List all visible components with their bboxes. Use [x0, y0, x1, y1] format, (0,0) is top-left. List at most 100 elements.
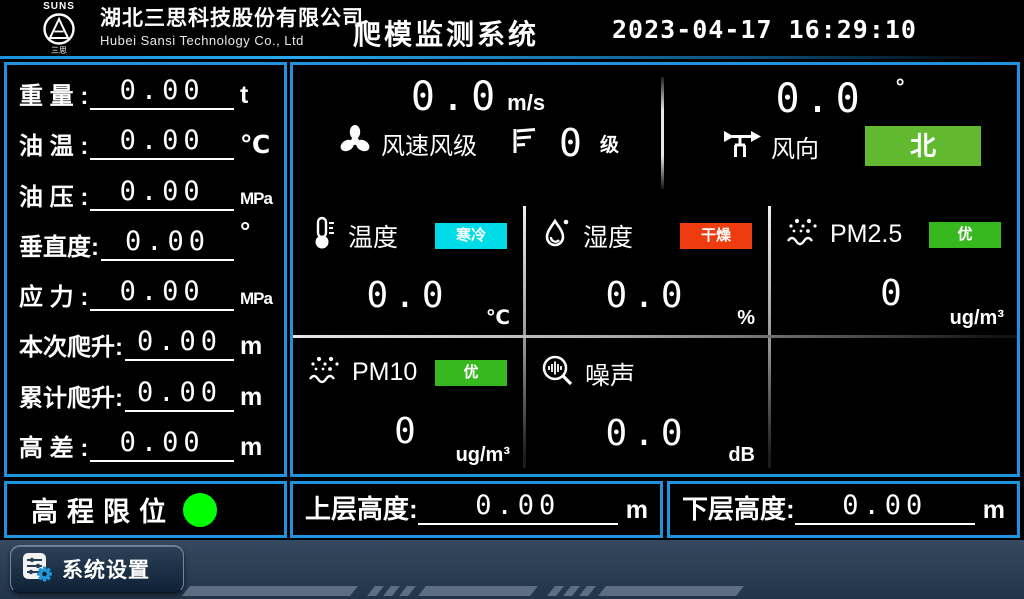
metric-unit: MPa: [240, 188, 273, 208]
upper-height-value: 0.00: [475, 490, 561, 521]
wind-level-value: 0: [559, 121, 584, 165]
metric-value: 0.00: [119, 75, 205, 106]
wind-group-label: 风速风级: [381, 132, 478, 160]
elevation-limit-box: 高程限位: [4, 481, 287, 538]
thermometer-icon: [307, 215, 339, 256]
dust-particles-icon: [785, 215, 821, 254]
wind-direction-value: 0.0: [775, 76, 866, 122]
sensor-label: 噪声: [585, 361, 636, 390]
metric-label: 垂直度:: [19, 233, 99, 261]
metric-unit: m: [240, 432, 263, 461]
status-badge: 寒冷: [435, 222, 507, 249]
wind-level-icon: [511, 126, 537, 161]
settings-button-label: 系统设置: [62, 559, 150, 582]
metric-value: 0.00: [119, 276, 205, 308]
sensor-cell-empty: [771, 338, 1017, 472]
wind-level-unit: 级: [599, 134, 619, 156]
metric-value: 0.00: [124, 225, 211, 257]
status-badge: 优: [435, 359, 507, 386]
sensor-cell-noise: 噪声 0.0 dB: [526, 338, 768, 472]
metric-value: 0.00: [119, 426, 205, 458]
status-badge: 优: [929, 221, 1001, 248]
lower-height-box: 下层高度: 0.00 m: [667, 481, 1020, 538]
sensor-value: 0.0: [366, 275, 450, 316]
metric-unit: m: [240, 332, 263, 361]
settings-gear-icon: [21, 551, 53, 588]
metric-unit: ℃: [240, 131, 271, 160]
lower-height-unit: m: [982, 496, 1005, 524]
header: SUNS 三思 湖北三思科技股份有限公司 Hubei Sansi Technol…: [0, 0, 1024, 59]
metric-unit: °: [240, 215, 251, 246]
metric-label: 油 温 :: [19, 133, 89, 161]
dust-particles-icon: [307, 353, 343, 392]
company-block: 湖北三思科技股份有限公司 Hubei Sansi Technology Co.,…: [100, 6, 364, 48]
sensor-value: 0.0: [605, 275, 689, 316]
sensor-cell-humidity: 湿度 干燥 0.0 %: [526, 200, 768, 335]
metric-label: 高 差 :: [19, 434, 89, 462]
footer-bar: 系统设置: [0, 540, 1024, 599]
sensor-unit: ℃: [485, 307, 510, 329]
metric-label: 累计爬升:: [19, 384, 123, 412]
metric-row-oil-pressure: 油 压 : 0.00 MPa: [7, 170, 284, 219]
metric-label: 本次爬升:: [19, 334, 123, 362]
sensor-label: 湿度: [583, 223, 634, 252]
sensor-unit: ug/m³: [455, 444, 510, 466]
metric-unit: t: [240, 81, 249, 109]
elevation-limit-status-light: [183, 492, 217, 527]
company-name-cn: 湖北三思科技股份有限公司: [100, 7, 364, 30]
logo-sub-text: 三思: [51, 46, 67, 55]
sensor-unit: ug/m³: [949, 307, 1004, 329]
metrics-panel: 重 量 : 0.00 t 油 温 : 0.00 ℃ 油 压 : 0.00 MPa…: [4, 62, 287, 477]
noise-meter-icon: [540, 353, 576, 394]
grid-divider-horizontal: [293, 335, 1017, 338]
wind-direction-indicator: 北: [865, 126, 981, 166]
wind-direction-block: 0.0 ° 风向 北: [663, 65, 1017, 200]
upper-height-label: 上层高度:: [305, 494, 418, 524]
wind-direction-unit: °: [895, 74, 905, 99]
lower-height-label: 下层高度:: [682, 494, 795, 524]
wind-speed-value: 0.0: [410, 74, 502, 120]
elevation-limit-label: 高程限位: [31, 497, 175, 527]
sensor-label: PM10: [352, 358, 418, 386]
environment-panel: 0.0 m/s 风速风级: [290, 62, 1020, 477]
wind-direction-label: 风向: [771, 135, 819, 163]
metric-row-total-climb: 累计爬升: 0.00 m: [7, 371, 284, 420]
logo-suns-text: SUNS: [43, 1, 75, 12]
wind-speed-block: 0.0 m/s 风速风级: [293, 65, 663, 200]
metric-label: 油 压 :: [19, 183, 89, 211]
header-accent-line: [0, 56, 1010, 59]
metric-value: 0.00: [119, 175, 205, 207]
metric-row-weight: 重 量 : 0.00 t: [7, 69, 284, 118]
company-name-en: Hubei Sansi Technology Co., Ltd: [100, 33, 304, 48]
sensor-label: 温度: [348, 223, 399, 252]
metric-row-oil-temp: 油 温 : 0.00 ℃: [7, 119, 284, 168]
status-badge: 干燥: [680, 222, 752, 249]
upper-height-unit: m: [625, 496, 648, 524]
metric-unit: MPa: [240, 289, 273, 309]
wind-divider: [661, 77, 664, 189]
metric-value: 0.00: [136, 326, 223, 358]
metric-unit: m: [240, 382, 263, 411]
wind-vane-icon: [721, 127, 763, 166]
metric-row-verticality: 垂直度: 0.00 °: [7, 216, 284, 269]
droplet-icon: [540, 215, 574, 256]
logo-mark-icon: [42, 12, 76, 46]
upper-height-box: 上层高度: 0.00 m: [290, 481, 663, 538]
sensor-label: PM2.5: [830, 220, 903, 248]
sensor-unit: dB: [728, 444, 755, 466]
wind-speed-unit: m/s: [507, 90, 546, 115]
metric-row-stress: 应 力 : 0.00 MPa: [7, 270, 284, 319]
wind-section: 0.0 m/s 风速风级: [293, 65, 1017, 200]
metric-value: 0.00: [136, 376, 223, 408]
footer-decor-stripes: [182, 586, 744, 596]
metric-label: 重 量 :: [19, 83, 89, 110]
system-settings-button[interactable]: 系统设置: [10, 545, 184, 593]
metric-label: 应 力 :: [19, 284, 89, 312]
sensor-unit: %: [737, 307, 755, 329]
sensor-value: 0.0: [605, 413, 689, 454]
sensor-cell-pm25: PM2.5 优 0 ug/m³: [771, 200, 1017, 335]
datetime-display: 2023-04-17 16:29:10: [612, 15, 917, 44]
metric-value: 0.00: [119, 125, 205, 157]
fan-icon: [337, 123, 373, 164]
